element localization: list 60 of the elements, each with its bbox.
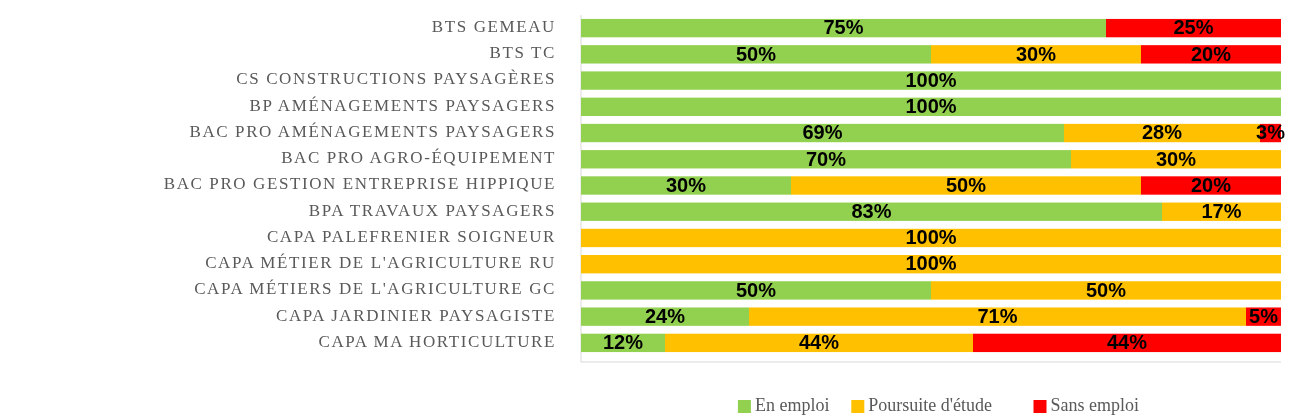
y-tick-label: CAPA MÉTIER DE L'AGRICULTURE RU — [205, 253, 556, 273]
y-tick-label: CAPA MÉTIERS DE L'AGRICULTURE GC — [194, 279, 556, 299]
data-label: 20% — [1190, 173, 1232, 196]
bar — [581, 307, 749, 326]
data-label: 70% — [805, 147, 847, 170]
data-label: 30% — [1155, 147, 1197, 170]
data-label: 17% — [1201, 200, 1242, 223]
bar — [931, 281, 1281, 300]
data-label: 30% — [665, 173, 707, 196]
y-tick-label: BPA TRAVAUX PAYSAGERS — [308, 200, 556, 220]
data-label: 100% — [905, 252, 957, 275]
y-tick-label: BAC PRO GESTION ENTREPRISE HIPPIQUE — [163, 174, 556, 194]
bar — [581, 123, 1064, 143]
y-tick-label: CAPA MA HORTICULTURE — [318, 331, 556, 351]
y-tick-label: CAPA JARDINIER PAYSAGISTE — [276, 305, 556, 325]
data-label: 100% — [905, 68, 957, 91]
bar — [581, 150, 1071, 169]
y-tick-label: BAC PRO AGRO-ÉQUIPEMENT — [281, 148, 556, 168]
data-label: 30% — [1015, 42, 1057, 65]
data-label: 100% — [905, 226, 957, 249]
legend-label: Poursuite d'étude — [868, 395, 993, 416]
y-tick-label: BP AMÉNAGEMENTS PAYSAGERS — [249, 95, 556, 115]
bar — [581, 281, 931, 300]
data-label: 50% — [735, 42, 777, 65]
data-label: 44% — [798, 331, 840, 354]
data-label: 5% — [1249, 304, 1279, 327]
data-label: 69% — [802, 121, 843, 144]
y-tick-label: BAC PRO AMÉNAGEMENTS PAYSAGERS — [189, 121, 556, 141]
y-tick-label: CS CONSTRUCTIONS PAYSAGÈRES — [236, 69, 556, 89]
y-tick-label: BTS TC — [489, 43, 556, 63]
bar — [581, 176, 791, 195]
bar — [749, 307, 1246, 326]
data-label: 100% — [905, 95, 957, 118]
y-tick-label: BTS GEMEAU — [431, 17, 556, 37]
data-label: 83% — [851, 200, 892, 223]
bar — [581, 228, 1281, 248]
data-label: 75% — [823, 16, 864, 39]
bar — [581, 45, 931, 64]
y-tick-label: CAPA PALEFRENIER SOIGNEUR — [266, 226, 556, 246]
data-label: 28% — [1141, 121, 1183, 144]
bar — [581, 255, 1281, 274]
bar — [581, 97, 1281, 116]
bar — [791, 176, 1141, 195]
legend-label: Sans emploi — [1050, 395, 1139, 416]
bar — [581, 71, 1281, 90]
bar — [581, 202, 1162, 221]
legend-label: En emploi — [754, 395, 830, 416]
data-label: 71% — [977, 304, 1018, 327]
data-label: 44% — [1106, 331, 1148, 354]
data-label: 50% — [1085, 278, 1127, 301]
data-label: 12% — [602, 331, 644, 354]
data-label: 24% — [644, 304, 686, 327]
data-label: 50% — [945, 173, 987, 196]
data-label: 50% — [735, 278, 777, 301]
bar — [581, 18, 1106, 38]
bar — [973, 333, 1281, 353]
bar — [665, 333, 973, 353]
bar — [931, 45, 1141, 64]
data-label: 25% — [1173, 16, 1214, 39]
data-label: 20% — [1190, 42, 1232, 65]
